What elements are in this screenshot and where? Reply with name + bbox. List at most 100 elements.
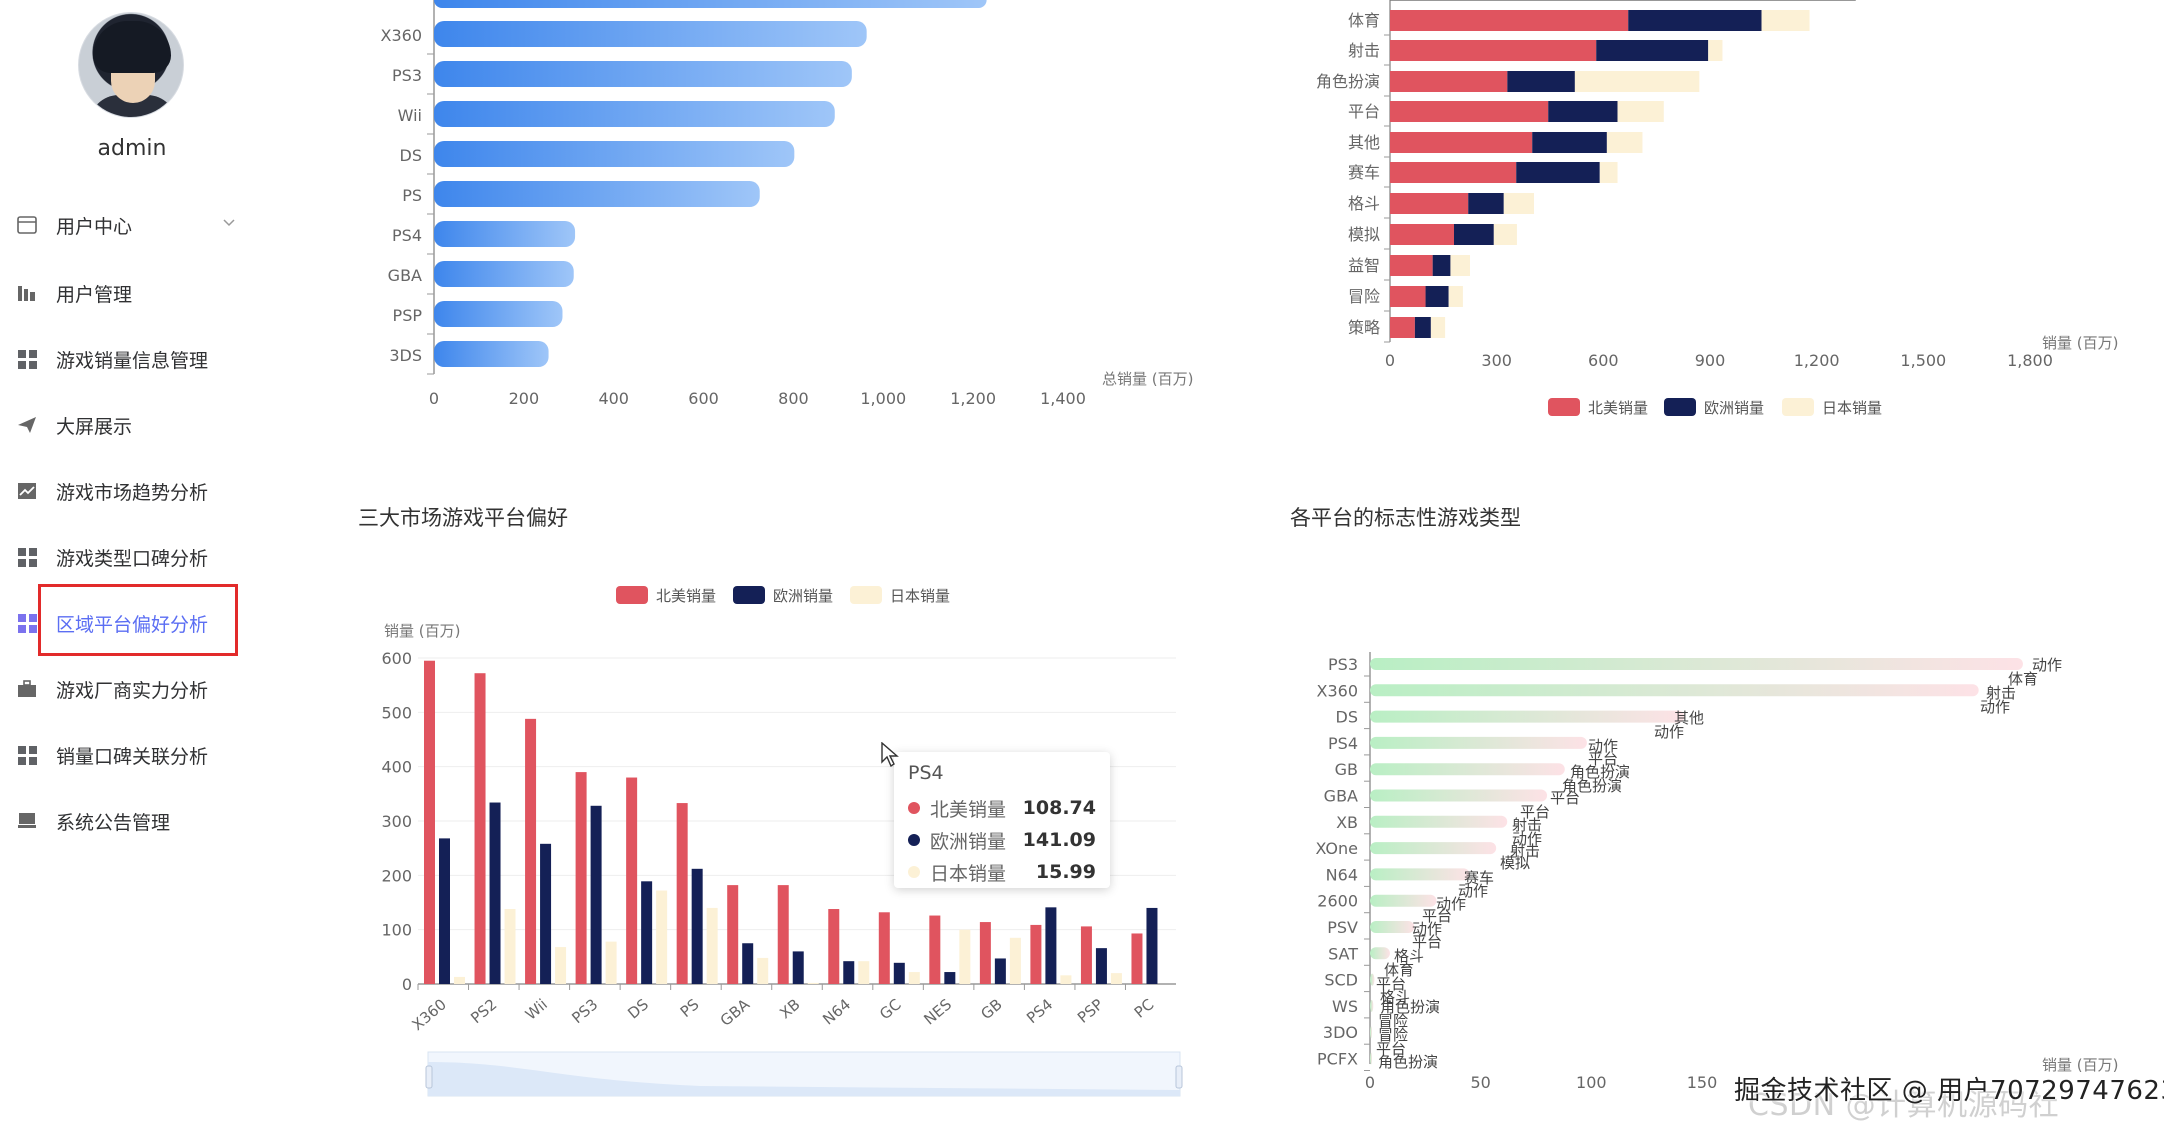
bar-segment (1390, 132, 1533, 153)
bar-segment (1596, 40, 1709, 61)
x-tick-label: 100 (1576, 1073, 1607, 1092)
y-tick-label: 模拟 (1348, 225, 1380, 244)
bar (540, 843, 552, 984)
mouse-cursor-icon (881, 742, 899, 768)
y-tick-label: 3DS (389, 346, 422, 365)
bar-segment (1548, 101, 1618, 122)
bar-label: 冒险 (1378, 1026, 1408, 1044)
bar-label: 角色扮演 (1378, 1053, 1438, 1071)
na-dot-icon (908, 802, 920, 814)
y-tick-label: PS4 (1328, 734, 1358, 753)
x-tick-label: GC (876, 995, 905, 1023)
bar-label: 模拟 (1500, 854, 1530, 872)
bar-segment (1432, 255, 1451, 276)
y-tick-label: SAT (1328, 944, 1358, 963)
bar-label: 平台 (1520, 803, 1550, 821)
y-tick-label: 射击 (1348, 41, 1380, 60)
sidebar-item-sales-info[interactable]: 游戏销量信息管理 (0, 336, 250, 382)
bar (626, 777, 638, 984)
bar-segment (1516, 162, 1600, 183)
sidebar-item-big-screen[interactable]: 大屏展示 (0, 402, 250, 448)
bar-segment (1430, 317, 1446, 338)
bar (1370, 921, 1415, 933)
y-tick-label: GB (1335, 760, 1358, 779)
legend-swatch (1782, 398, 1814, 416)
grid-icon (16, 546, 38, 568)
sidebar-item-region-platform[interactable]: 区域平台偏好分析 (0, 600, 250, 646)
x-tick-label: PS3 (568, 995, 601, 1027)
bar (555, 947, 567, 984)
y-tick-label: 益智 (1348, 256, 1380, 275)
platform-total-chart: X360 PS3 Wii DS PS PS4 GBA PSP 3DS 0 200 400 600 800 1… (381, 0, 1193, 408)
bar (454, 976, 465, 984)
sidebar-item-vendor-strength[interactable]: 游戏厂商实力分析 (0, 666, 250, 712)
bar (706, 907, 718, 984)
bar (504, 909, 516, 984)
bar (676, 803, 688, 984)
bar-label: 射击 (1986, 684, 2016, 702)
y-tick-label: DS (400, 146, 422, 165)
bar (525, 718, 537, 984)
bar (908, 972, 920, 984)
bar-label: 赛车 (1464, 869, 1494, 887)
bar-label: 动作 (1654, 723, 1684, 741)
bar-segment (1468, 193, 1504, 214)
bar-label: 格斗 (1394, 947, 1424, 965)
avatar[interactable] (78, 12, 184, 118)
sidebar-item-market-trend[interactable]: 游戏市场趋势分析 (0, 468, 250, 514)
x-tick-label: 1,800 (2007, 351, 2053, 370)
bar (434, 181, 760, 207)
sidebar-item-user-management[interactable]: 用户管理 (0, 270, 250, 316)
data-zoom-shadow (428, 1062, 1180, 1096)
bar (434, 301, 563, 327)
sidebar-item-genre-reputation[interactable]: 游戏类型口碑分析 (0, 534, 250, 580)
sidebar-item-sales-reputation[interactable]: 销量口碑关联分析 (0, 732, 250, 778)
bar-label: 动作 (2032, 656, 2062, 674)
bar (434, 341, 549, 367)
y-tick-label: PCFX (1317, 1050, 1358, 1069)
bar (1045, 907, 1057, 984)
bar-segment (1574, 71, 1700, 92)
bar-label: 动作 (1588, 737, 1618, 755)
sidebar-item-label: 大屏展示 (56, 415, 133, 438)
bar-segment (1606, 132, 1643, 153)
x-tick-label: PS4 (1023, 995, 1056, 1027)
bar (590, 805, 602, 984)
bar (1131, 933, 1143, 984)
chevron-down-icon[interactable] (222, 216, 236, 230)
sidebar-item-user-center[interactable]: 用户中心 (0, 202, 250, 248)
x-tick-label: 0 (1365, 1073, 1375, 1092)
bar (1110, 973, 1122, 984)
bar (929, 915, 941, 984)
bar (1370, 973, 1375, 986)
legend-swatch (850, 586, 882, 604)
tooltip-title: PS4 (908, 762, 944, 784)
monitor-icon (16, 810, 38, 832)
legend-label: 北美销量 (656, 587, 716, 605)
y-tick-label: 400 (381, 758, 412, 777)
bar (828, 909, 840, 984)
bar (1030, 924, 1042, 984)
bar (757, 957, 769, 984)
bar (959, 929, 971, 984)
sidebar-item-announcements[interactable]: 系统公告管理 (0, 798, 250, 844)
bar-segment (1390, 101, 1549, 122)
bar (843, 961, 855, 984)
y-tick-label: 策略 (1348, 318, 1380, 337)
bar (1370, 658, 2023, 670)
bar-segment (1450, 255, 1470, 276)
watermark-text: 掘金技术社区 @ 用户707297476235 (1734, 1076, 2164, 1106)
watermark-back: CSDN @计算机源码社 (1748, 1088, 2060, 1123)
bar (434, 21, 867, 47)
bar (1370, 894, 1437, 907)
x-tick-label: 50 (1470, 1073, 1490, 1092)
bar (489, 802, 501, 984)
chart-tooltip: PS4 北美销量 108.74 欧洲销量 141.09 日本销量 15.99 (894, 752, 1110, 888)
y-axis-label: 销量 (百万) (384, 622, 460, 640)
y-tick-label: 2600 (1317, 892, 1358, 911)
x-tick-label: 150 (1687, 1073, 1718, 1092)
bar-segment (1390, 224, 1454, 245)
x-tick-label: 1,000 (860, 389, 906, 408)
bar (878, 912, 890, 984)
